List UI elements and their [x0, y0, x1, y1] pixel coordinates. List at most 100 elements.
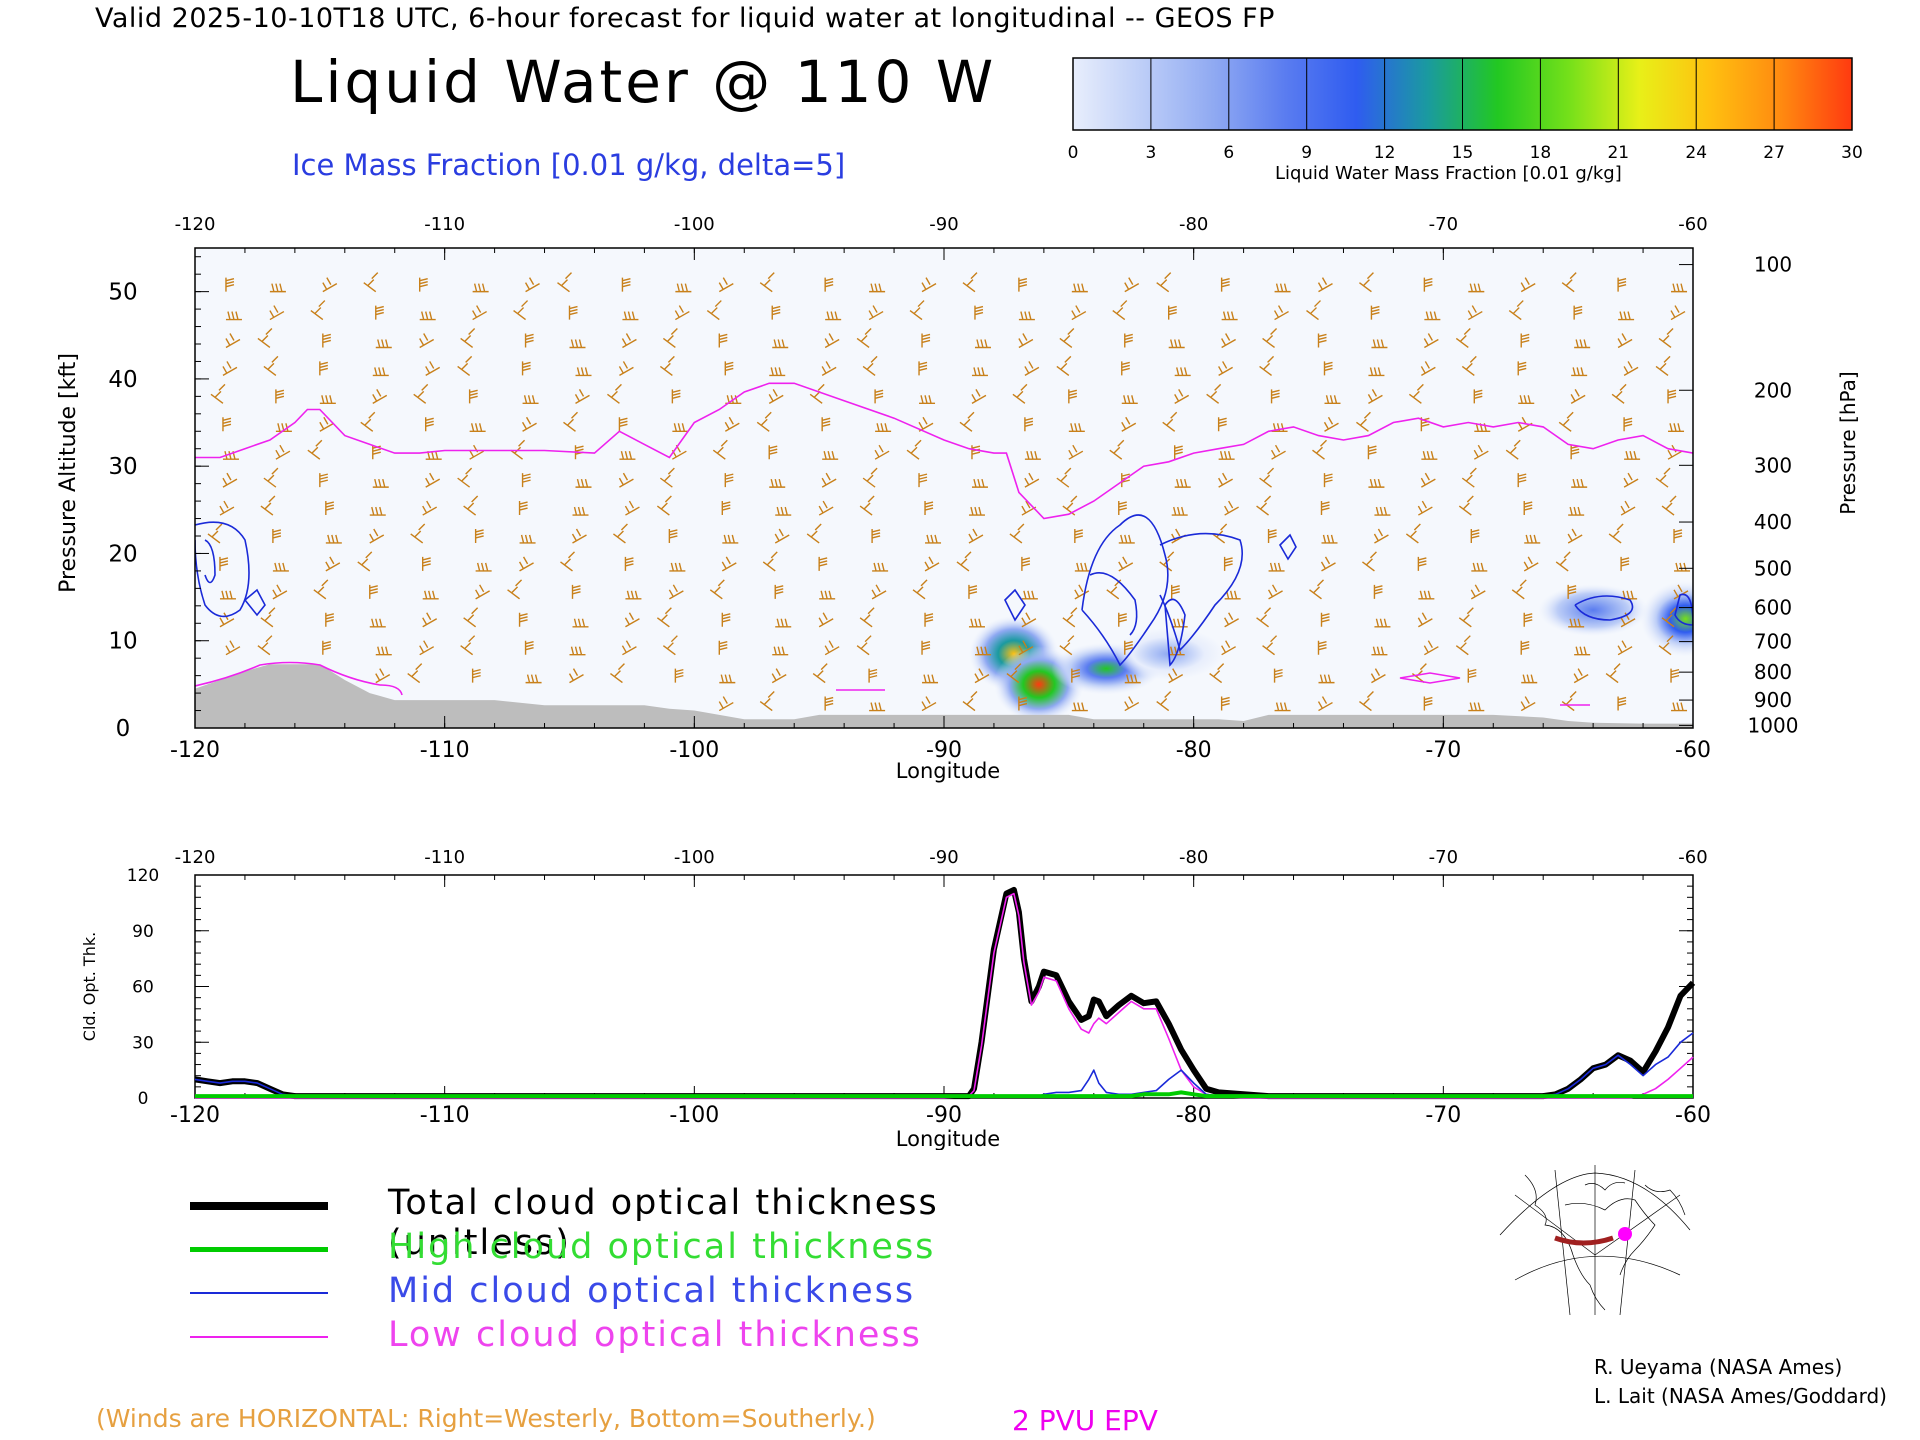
wind-barb [1318, 674, 1335, 684]
wind-barb [360, 411, 376, 432]
legend-low: Low cloud optical thickness [190, 1315, 1090, 1359]
wind-barb [1458, 607, 1474, 628]
wind-barb [1317, 333, 1327, 348]
wind-barb [1273, 305, 1289, 321]
wind-barb [1056, 467, 1072, 488]
wind-barb [457, 355, 473, 376]
wind-barb [1455, 327, 1471, 349]
wind-barb [322, 333, 332, 348]
wind-barb [219, 590, 236, 600]
wind-barb [1671, 283, 1688, 293]
wind-barb [824, 333, 840, 349]
colorbar-tick-label: 21 [1607, 143, 1629, 163]
wind-barb [1555, 551, 1571, 572]
wind-barb [1370, 305, 1380, 320]
wind-barb [569, 339, 586, 349]
wind-barb [1206, 383, 1222, 404]
wind-barb [962, 272, 978, 293]
x-tick-label: -80 [1176, 738, 1212, 763]
wind-barb [357, 551, 373, 572]
wind-barb [275, 389, 285, 404]
wind-barb [313, 579, 329, 600]
wind-barb [1405, 523, 1421, 544]
wind-barb [1362, 551, 1377, 572]
wind-barb [260, 495, 276, 516]
cot-x-tick-label: -60 [1675, 1103, 1711, 1128]
x-tick-label: -70 [1425, 738, 1461, 763]
wind-barb [1424, 311, 1441, 321]
legend-mid: Mid cloud optical thickness [190, 1271, 1090, 1315]
wind-barb [1068, 389, 1077, 404]
wind-barb [263, 355, 279, 376]
wind-barb [624, 556, 634, 571]
wind-barb [613, 523, 628, 544]
wind-barb [824, 277, 834, 292]
wind-barb [1323, 416, 1339, 432]
wind-barb [369, 528, 385, 544]
wind-barb [225, 640, 241, 656]
wind-barb [1471, 562, 1488, 572]
wind-barb [624, 500, 640, 516]
wind-barb [1567, 584, 1577, 599]
pressure-tick-label: 400 [1754, 510, 1792, 534]
epv-2pvu-line [195, 382, 1693, 520]
wind-barb [1224, 590, 1241, 600]
wind-barb [322, 640, 332, 655]
wind-barb [624, 612, 640, 628]
x-tick-label-top: -110 [424, 214, 465, 235]
wind-barb [821, 361, 837, 377]
wind-barb [310, 300, 326, 321]
wind-barb [1171, 506, 1188, 516]
wind-barb [669, 562, 686, 572]
wind-barb [956, 551, 972, 572]
epv-low-line [195, 661, 403, 696]
wind-barb [918, 473, 928, 488]
wind-barb [1270, 389, 1280, 404]
wind-barb [771, 305, 781, 320]
wind-barb [375, 646, 392, 656]
wind-barb [912, 579, 928, 600]
wind-barb [824, 696, 834, 711]
y-axis-label: Pressure Altitude [kft] [56, 353, 81, 593]
wind-barb [1367, 445, 1377, 460]
wind-barb [568, 668, 584, 684]
wind-barb [1124, 674, 1141, 684]
terrain [195, 664, 1693, 728]
wind-barb [519, 534, 536, 544]
wind-barb [719, 674, 736, 684]
legend-high-swatch [190, 1247, 328, 1252]
x-tick-label-top: -80 [1179, 214, 1208, 235]
wind-barb [1455, 635, 1471, 656]
wind-barb [668, 584, 684, 600]
ice-contour [1089, 572, 1138, 636]
y-tick-label: 20 [108, 541, 137, 567]
wind-barb [463, 607, 479, 628]
wind-barb [1218, 472, 1233, 488]
wind-barb [774, 528, 790, 544]
pressure-tick-label: 600 [1754, 596, 1792, 620]
wind-barb [1317, 640, 1327, 655]
wind-barb [862, 467, 878, 488]
wind-barb [724, 416, 740, 432]
legend-low-label: Low cloud optical thickness [388, 1315, 922, 1355]
wind-barb [1520, 277, 1536, 293]
wind-barb [622, 311, 639, 321]
legend-mid-swatch [190, 1292, 328, 1294]
wind-barb [1323, 361, 1333, 376]
wind-barb [768, 445, 778, 460]
wind-barb [1220, 277, 1230, 292]
wind-barb [1221, 311, 1238, 321]
liquid-water-cross-section: -120 -120 -110 -110 -100 -100 -90 -90 -80 -80 -70 -… [56, 214, 1860, 783]
cot-x-tick-label-top: -80 [1179, 847, 1208, 868]
cot-x-tick-label: -110 [420, 1103, 470, 1128]
wind-barb [1408, 383, 1424, 404]
wind-barb [1262, 635, 1278, 656]
wind-barb [1418, 590, 1435, 600]
wind-barb [307, 439, 323, 460]
wind-barb [671, 389, 681, 404]
cot-y-axis-label: Cld. Opt. Thk. [80, 932, 99, 1041]
ice-contours [195, 514, 1693, 667]
wind-barb [668, 528, 678, 543]
wind-barb [1658, 327, 1674, 349]
wind-barb [868, 305, 884, 321]
